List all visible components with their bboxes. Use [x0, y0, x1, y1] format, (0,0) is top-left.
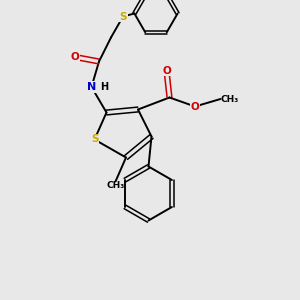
Text: N: N	[87, 82, 96, 92]
Text: CH₃: CH₃	[106, 182, 124, 190]
Text: O: O	[190, 101, 200, 112]
Text: O: O	[70, 52, 80, 62]
Text: S: S	[119, 11, 127, 22]
Text: H: H	[100, 82, 108, 92]
Text: CH₃: CH₃	[220, 94, 239, 103]
Text: S: S	[91, 134, 98, 145]
Text: O: O	[162, 65, 171, 76]
